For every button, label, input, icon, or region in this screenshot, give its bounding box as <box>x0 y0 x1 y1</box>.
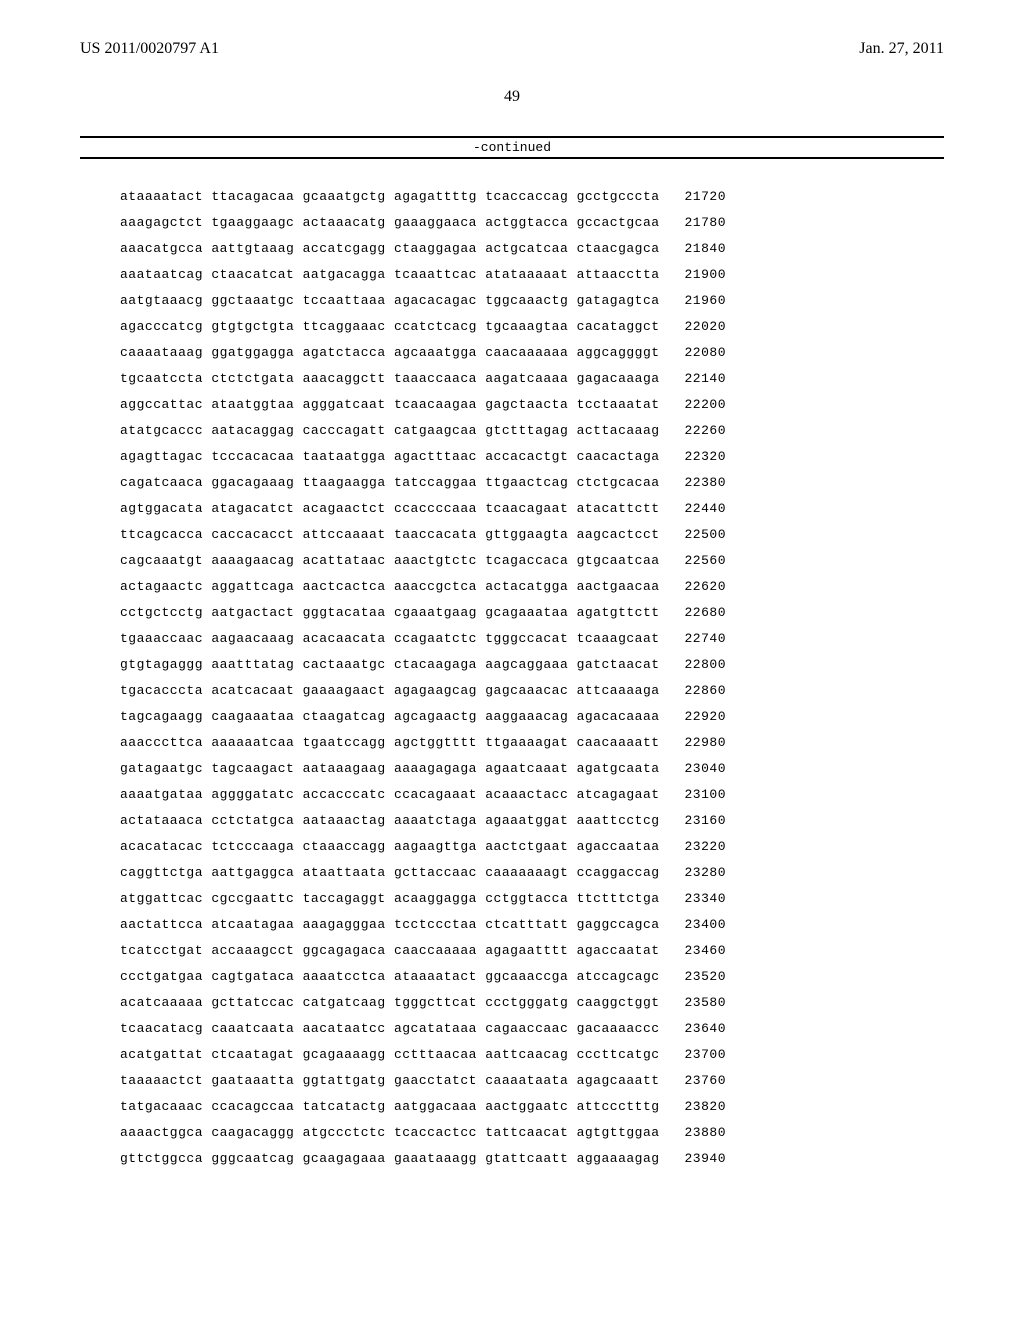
sequence-row: taaaaactct gaataaatta ggtattgatg gaaccta… <box>120 1068 944 1094</box>
sequence-row: actagaactc aggattcaga aactcactca aaaccgc… <box>120 574 944 600</box>
sequence-row: ataaaatact ttacagacaa gcaaatgctg agagatt… <box>120 184 944 210</box>
sequence-row: tgacacccta acatcacaat gaaaagaact agagaag… <box>120 678 944 704</box>
sequence-row: actataaaca cctctatgca aataaactag aaaatct… <box>120 808 944 834</box>
sequence-row: gtgtagaggg aaatttatag cactaaatgc ctacaag… <box>120 652 944 678</box>
sequence-row: tcaacatacg caaatcaata aacataatcc agcatat… <box>120 1016 944 1042</box>
sequence-row: tatgacaaac ccacagccaa tatcatactg aatggac… <box>120 1094 944 1120</box>
sequence-row: caggttctga aattgaggca ataattaata gcttacc… <box>120 860 944 886</box>
sequence-row: cagatcaaca ggacagaaag ttaagaagga tatccag… <box>120 470 944 496</box>
sequence-row: tagcagaagg caagaaataa ctaagatcag agcagaa… <box>120 704 944 730</box>
continued-label: -continued <box>473 140 551 155</box>
sequence-row: aaagagctct tgaaggaagc actaaacatg gaaagga… <box>120 210 944 236</box>
sequence-row: acatcaaaaa gcttatccac catgatcaag tgggctt… <box>120 990 944 1016</box>
sequence-row: tgaaaccaac aagaacaaag acacaacata ccagaat… <box>120 626 944 652</box>
sequence-row: ccctgatgaa cagtgataca aaaatcctca ataaaat… <box>120 964 944 990</box>
page-number: 49 <box>80 88 944 106</box>
page-container: US 2011/0020797 A1 Jan. 27, 2011 49 -con… <box>0 0 1024 1320</box>
sequence-row: ttcagcacca caccacacct attccaaaat taaccac… <box>120 522 944 548</box>
continued-bar: -continued <box>80 136 944 159</box>
sequence-row: tgcaatccta ctctctgata aaacaggctt taaacca… <box>120 366 944 392</box>
sequence-row: cagcaaatgt aaaagaacag acattataac aaactgt… <box>120 548 944 574</box>
sequence-row: atggattcac cgccgaattc taccagaggt acaagga… <box>120 886 944 912</box>
sequence-listing: ataaaatact ttacagacaa gcaaatgctg agagatt… <box>120 184 944 1172</box>
sequence-row: aatgtaaacg ggctaaatgc tccaattaaa agacaca… <box>120 288 944 314</box>
sequence-row: cctgctcctg aatgactact gggtacataa cgaaatg… <box>120 600 944 626</box>
sequence-row: aaataatcag ctaacatcat aatgacagga tcaaatt… <box>120 262 944 288</box>
sequence-row: acacatacac tctcccaaga ctaaaccagg aagaagt… <box>120 834 944 860</box>
sequence-row: aaacatgcca aattgtaaag accatcgagg ctaagga… <box>120 236 944 262</box>
sequence-row: tcatcctgat accaaagcct ggcagagaca caaccaa… <box>120 938 944 964</box>
sequence-row: aactattcca atcaatagaa aaagagggaa tcctccc… <box>120 912 944 938</box>
sequence-row: agacccatcg gtgtgctgta ttcaggaaac ccatctc… <box>120 314 944 340</box>
publication-date: Jan. 27, 2011 <box>859 40 944 58</box>
sequence-row: aggccattac ataatggtaa agggatcaat tcaacaa… <box>120 392 944 418</box>
sequence-row: gatagaatgc tagcaagact aataaagaag aaaagag… <box>120 756 944 782</box>
sequence-row: caaaataaag ggatggagga agatctacca agcaaat… <box>120 340 944 366</box>
sequence-row: atatgcaccc aatacaggag cacccagatt catgaag… <box>120 418 944 444</box>
sequence-row: aaaatgataa aggggatatc accacccatc ccacaga… <box>120 782 944 808</box>
publication-number: US 2011/0020797 A1 <box>80 40 219 58</box>
sequence-row: agtggacata atagacatct acagaactct ccacccc… <box>120 496 944 522</box>
sequence-row: aaaactggca caagacaggg atgccctctc tcaccac… <box>120 1120 944 1146</box>
sequence-row: aaacccttca aaaaaatcaa tgaatccagg agctggt… <box>120 730 944 756</box>
sequence-row: acatgattat ctcaatagat gcagaaaagg cctttaa… <box>120 1042 944 1068</box>
sequence-row: agagttagac tcccacacaa taataatgga agacttt… <box>120 444 944 470</box>
page-header: US 2011/0020797 A1 Jan. 27, 2011 <box>80 40 944 58</box>
sequence-row: gttctggcca gggcaatcag gcaagagaaa gaaataa… <box>120 1146 944 1172</box>
